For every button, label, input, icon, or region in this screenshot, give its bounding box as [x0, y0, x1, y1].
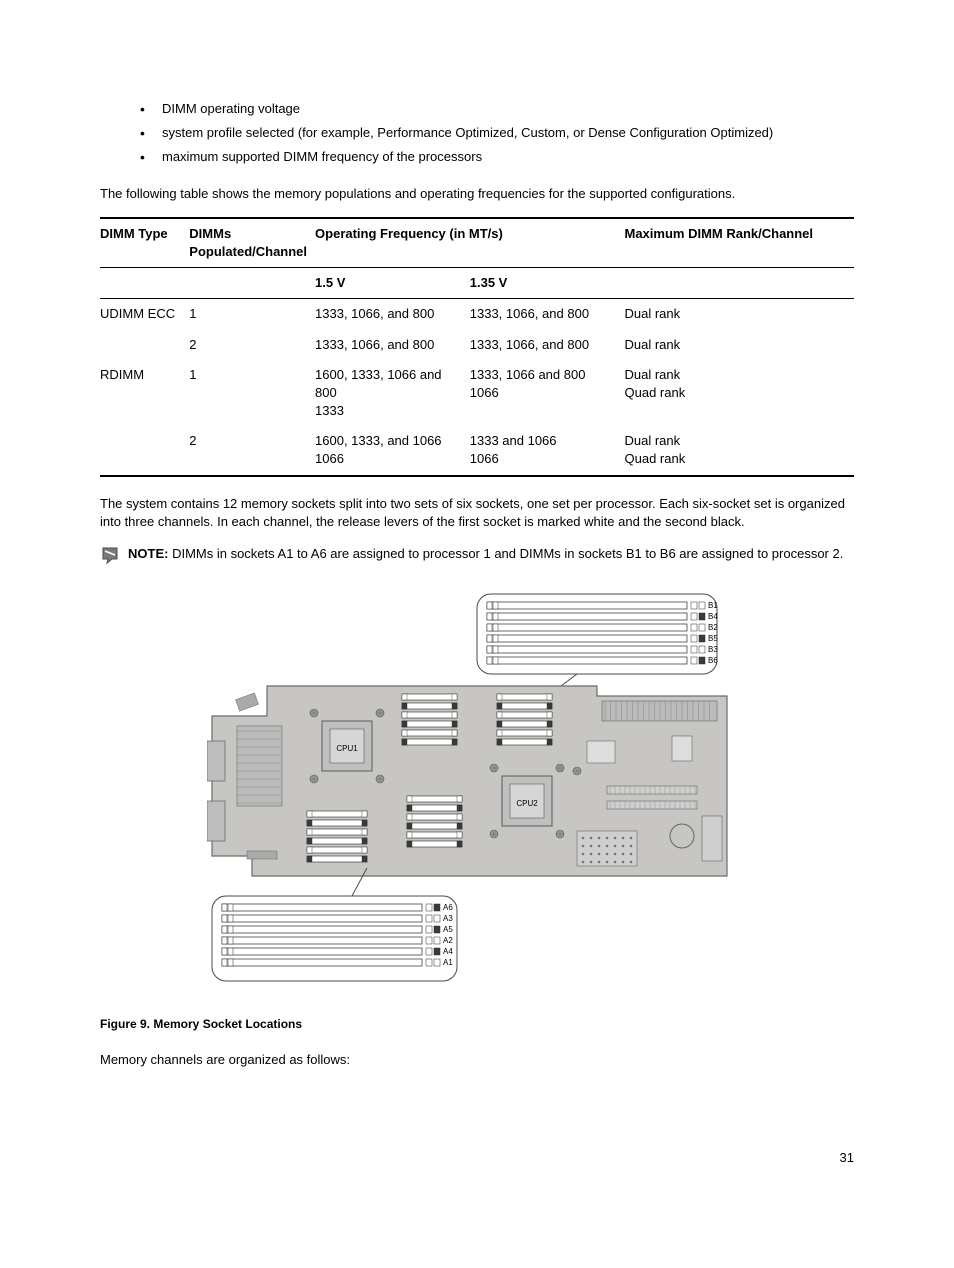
- note-text: NOTE: DIMMs in sockets A1 to A6 are assi…: [128, 545, 854, 563]
- cell-15v: 1333, 1066, and 800: [315, 330, 470, 360]
- th-op-freq: Operating Frequency (in MT/s): [315, 218, 624, 268]
- cell-15v: 1333, 1066, and 800: [315, 299, 470, 330]
- svg-text:B1: B1: [708, 601, 718, 610]
- figure-caption: Figure 9. Memory Socket Locations: [100, 1016, 854, 1033]
- note-body: DIMMs in sockets A1 to A6 are assigned t…: [168, 546, 843, 561]
- table-row: 2 1600, 1333, and 1066 1066 1333 and 106…: [100, 426, 854, 475]
- cell-pop: 1: [189, 360, 315, 427]
- cell-pop: 1: [189, 299, 315, 330]
- cell-15v: 1600, 1333, and 1066 1066: [315, 426, 470, 475]
- svg-text:A2: A2: [443, 936, 453, 945]
- svg-text:B3: B3: [708, 645, 718, 654]
- cell-type: UDIMM ECC: [100, 299, 189, 330]
- cell-135v: 1333, 1066, and 800: [470, 330, 625, 360]
- note-label: NOTE:: [128, 546, 168, 561]
- cell-type: [100, 330, 189, 360]
- bullet-item: maximum supported DIMM frequency of the …: [140, 148, 854, 166]
- table-body: UDIMM ECC 1 1333, 1066, and 800 1333, 10…: [100, 299, 854, 476]
- system-paragraph: The system contains 12 memory sockets sp…: [100, 495, 854, 531]
- bullet-text: DIMM operating voltage: [162, 101, 300, 116]
- svg-text:B5: B5: [708, 634, 718, 643]
- cell-15v: 1600, 1333, 1066 and 800 1333: [315, 360, 470, 427]
- figure-memory-sockets: B1 B4 B2 B5 B3 B6 CPU1 CPU2 A6 A3 A5 A2 A4 A1 Figure …: [100, 586, 854, 1033]
- table-row: UDIMM ECC 1 1333, 1066, and 800 1333, 10…: [100, 299, 854, 330]
- note-block: NOTE: DIMMs in sockets A1 to A6 are assi…: [100, 545, 854, 570]
- table-row: 2 1333, 1066, and 800 1333, 1066, and 80…: [100, 330, 854, 360]
- svg-text:A4: A4: [443, 947, 453, 956]
- svg-text:A1: A1: [443, 958, 453, 967]
- table-row: RDIMM 1 1600, 1333, 1066 and 800 1333 13…: [100, 360, 854, 427]
- cell-135v: 1333 and 1066 1066: [470, 426, 625, 475]
- cell-rank: Dual rank: [625, 299, 855, 330]
- cell-135v: 1333, 1066, and 800: [470, 299, 625, 330]
- th-135v: 1.35 V: [470, 268, 625, 299]
- svg-text:A6: A6: [443, 903, 453, 912]
- cell-type: [100, 426, 189, 475]
- cell-rank: Dual rank: [625, 330, 855, 360]
- bullet-list: DIMM operating voltage system profile se…: [140, 100, 854, 167]
- th-max-rank: Maximum DIMM Rank/Channel: [625, 218, 855, 268]
- svg-text:B4: B4: [708, 612, 718, 621]
- svg-text:B2: B2: [708, 623, 718, 632]
- th-dimm-type: DIMM Type: [100, 218, 189, 268]
- note-icon: [100, 545, 128, 570]
- cell-135v: 1333, 1066 and 800 1066: [470, 360, 625, 427]
- cell-pop: 2: [189, 330, 315, 360]
- cell-type: RDIMM: [100, 360, 189, 427]
- memory-socket-diagram: B1 B4 B2 B5 B3 B6 CPU1 CPU2 A6 A3 A5 A2 A4 A1: [207, 586, 747, 1006]
- cell-rank: Dual rank Quad rank: [625, 360, 855, 427]
- cell-rank: Dual rank Quad rank: [625, 426, 855, 475]
- bullet-item: system profile selected (for example, Pe…: [140, 124, 854, 142]
- intro-paragraph: The following table shows the memory pop…: [100, 185, 854, 203]
- svg-text:B6: B6: [708, 656, 718, 665]
- cell-pop: 2: [189, 426, 315, 475]
- svg-text:A3: A3: [443, 914, 453, 923]
- bullet-item: DIMM operating voltage: [140, 100, 854, 118]
- bullet-text: maximum supported DIMM frequency of the …: [162, 149, 482, 164]
- bullet-text: system profile selected (for example, Pe…: [162, 125, 773, 140]
- th-dimms-pop: DIMMs Populated/Channel: [189, 218, 315, 268]
- svg-text:CPU1: CPU1: [336, 744, 358, 753]
- svg-text:A5: A5: [443, 925, 453, 934]
- svg-text:CPU2: CPU2: [516, 799, 538, 808]
- page-number: 31: [100, 1149, 854, 1167]
- th-15v: 1.5 V: [315, 268, 470, 299]
- memory-config-table: DIMM Type DIMMs Populated/Channel Operat…: [100, 217, 854, 477]
- channels-paragraph: Memory channels are organized as follows…: [100, 1051, 854, 1069]
